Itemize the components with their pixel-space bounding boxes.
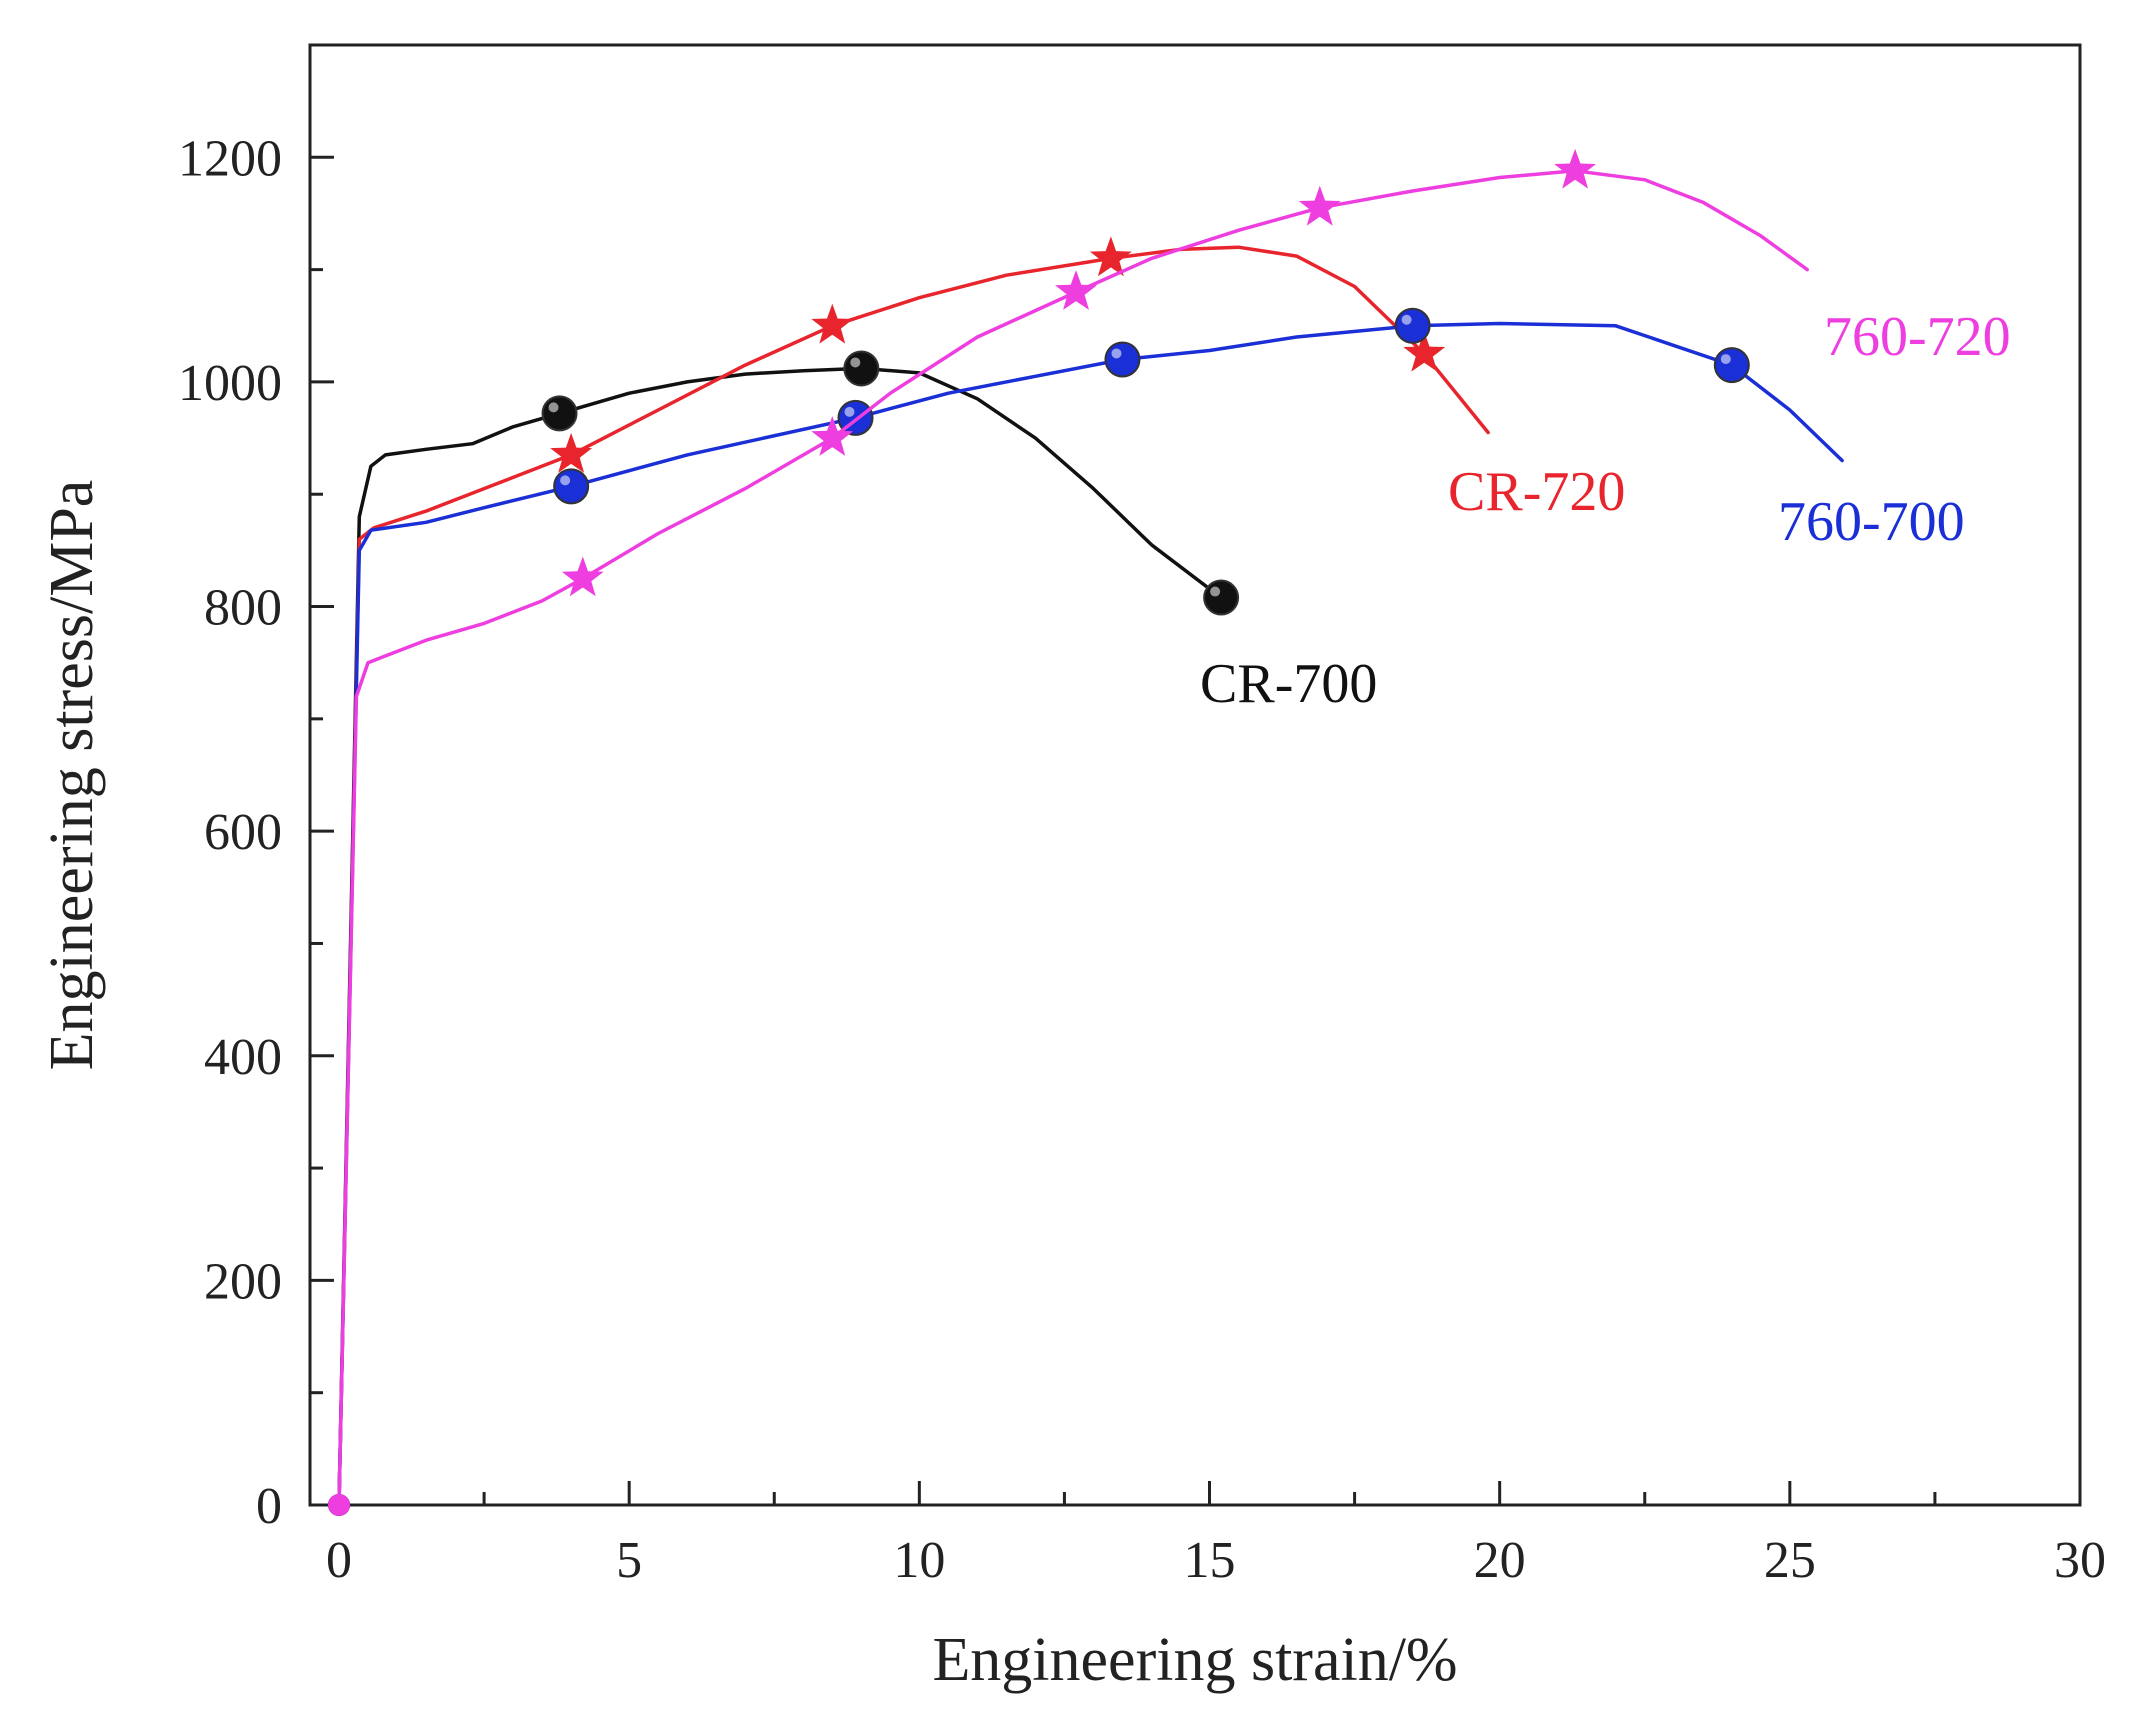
x-tick-label: 30 bbox=[2054, 1532, 2106, 1589]
series-760-700 bbox=[328, 307, 1844, 1516]
data-marker-760-700 bbox=[553, 468, 590, 505]
series-cr-720 bbox=[328, 236, 1490, 1516]
data-marker-760-700 bbox=[1713, 347, 1750, 384]
origin-marker-760-720 bbox=[328, 1494, 351, 1516]
x-tick-label: 10 bbox=[893, 1532, 945, 1589]
data-marker-cr-720 bbox=[1403, 331, 1446, 372]
series-line-cr-720 bbox=[337, 245, 1490, 1507]
series-line-760-720 bbox=[337, 169, 1809, 1507]
x-tick-label: 20 bbox=[1474, 1532, 1526, 1589]
y-tick-label: 1000 bbox=[178, 355, 282, 412]
series-layer bbox=[328, 148, 1844, 1516]
y-tick-label: 600 bbox=[204, 804, 282, 861]
data-marker-cr-700 bbox=[541, 395, 578, 432]
data-marker-cr-700 bbox=[843, 350, 880, 387]
series-label-760-720: 760-720 bbox=[1824, 306, 2011, 368]
marker-highlight bbox=[560, 475, 571, 486]
y-axis-tick-labels: 0 200 400 600 800 1000 1200 bbox=[178, 130, 282, 1535]
data-marker-760-720 bbox=[811, 416, 854, 456]
x-tick-label: 0 bbox=[326, 1532, 352, 1589]
series-760-720 bbox=[328, 148, 1809, 1516]
data-marker-760-700 bbox=[1104, 341, 1141, 378]
series-label-cr-720: CR-720 bbox=[1448, 461, 1625, 523]
data-marker-760-720 bbox=[1554, 148, 1596, 189]
series-label-cr-700: CR-700 bbox=[1200, 653, 1377, 715]
plot-frame bbox=[308, 43, 2082, 1507]
data-marker-760-720 bbox=[1055, 270, 1097, 310]
x-tick-label: 25 bbox=[1764, 1532, 1816, 1589]
series-label-760-700: 760-700 bbox=[1778, 491, 1965, 553]
data-marker-cr-720 bbox=[811, 303, 854, 344]
marker-highlight bbox=[850, 357, 861, 368]
y-axis-ticks bbox=[310, 155, 334, 1507]
marker-highlight bbox=[1401, 314, 1412, 325]
data-marker-cr-720 bbox=[1089, 236, 1132, 277]
series-cr-700 bbox=[328, 350, 1240, 1516]
x-axis-ticks bbox=[337, 1481, 2082, 1505]
marker-highlight bbox=[844, 406, 855, 417]
series-line-cr-700 bbox=[337, 366, 1223, 1507]
x-tick-label: 5 bbox=[616, 1532, 642, 1589]
data-marker-760-720 bbox=[561, 556, 604, 597]
y-tick-label: 200 bbox=[204, 1253, 282, 1310]
series-line-760-700 bbox=[337, 321, 1844, 1507]
y-tick-label: 800 bbox=[204, 580, 282, 637]
x-axis-title: Engineering strain/% bbox=[932, 1626, 1457, 1694]
data-marker-760-700 bbox=[1394, 307, 1431, 344]
data-marker-cr-720 bbox=[550, 432, 593, 473]
x-tick-label: 15 bbox=[1184, 1532, 1236, 1589]
x-axis-tick-labels: 0 5 10 15 20 25 30 bbox=[326, 1532, 2106, 1589]
data-marker-cr-700 bbox=[1203, 579, 1240, 616]
marker-highlight bbox=[548, 402, 559, 413]
y-tick-label: 1200 bbox=[178, 130, 282, 187]
marker-highlight bbox=[1210, 586, 1221, 597]
y-tick-label: 0 bbox=[256, 1478, 282, 1535]
marker-highlight bbox=[1720, 354, 1731, 365]
marker-highlight bbox=[1111, 348, 1122, 359]
data-marker-760-720 bbox=[1298, 185, 1341, 226]
y-axis-title: Engineering stress/MPa bbox=[38, 480, 106, 1071]
y-tick-label: 400 bbox=[204, 1029, 282, 1086]
